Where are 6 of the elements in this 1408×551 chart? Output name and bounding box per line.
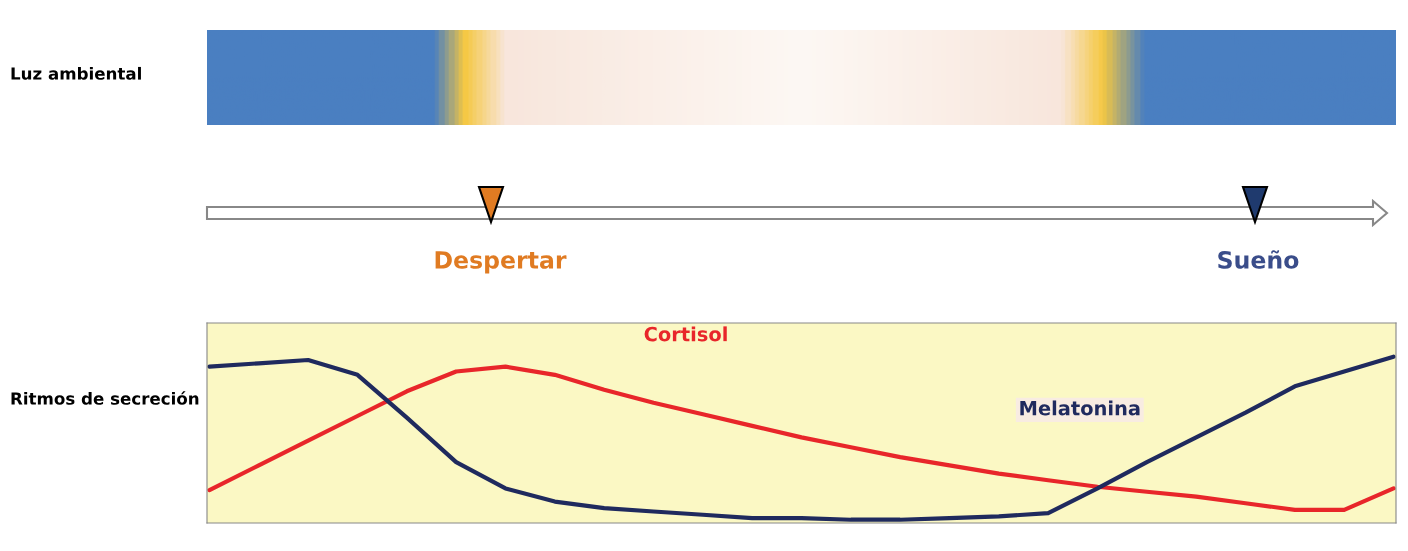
text: Cortisol	[644, 326, 727, 342]
text: Despertar	[435, 251, 567, 274]
text: Melatonina	[1020, 400, 1140, 416]
text: Ritmos de secreción	[11, 391, 199, 405]
text: Luz ambiental	[11, 66, 141, 80]
text: Sueño	[1218, 250, 1299, 269]
